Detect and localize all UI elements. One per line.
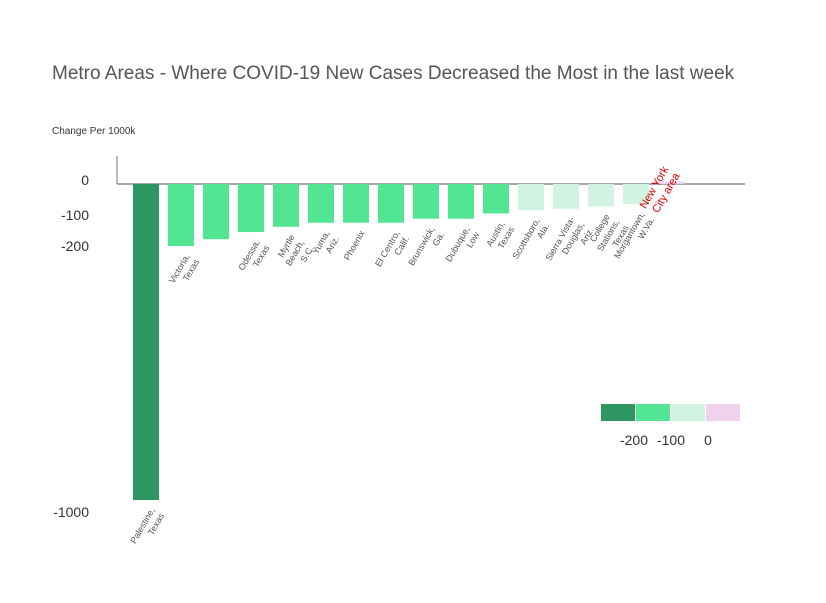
- legend-label: -100: [657, 432, 685, 448]
- legend-swatch: [636, 404, 670, 421]
- legend-swatch: [671, 404, 705, 421]
- bar: [413, 184, 439, 219]
- y-axis-label: Change Per 1000k: [52, 126, 136, 137]
- bar: [133, 184, 159, 500]
- y-tick-label: -1000: [53, 504, 89, 520]
- bar: [623, 184, 649, 205]
- x-tick-label: Yuma,Ariz.: [310, 229, 341, 256]
- bar: [273, 184, 299, 227]
- x-tick-label: Odessa,Texas: [236, 238, 271, 272]
- bar: [308, 184, 334, 223]
- bar: [588, 184, 614, 207]
- x-tick-label: Victoria,Texas: [167, 252, 202, 285]
- bar: [483, 184, 509, 214]
- x-tick-label: Brunswick,Ga.: [406, 225, 446, 268]
- chart-title: Metro Areas - Where COVID-19 New Cases D…: [52, 63, 735, 84]
- bar: [553, 184, 579, 209]
- x-tick-label: El Centro,Calif.: [373, 229, 411, 269]
- bar: [343, 184, 369, 223]
- legend-swatch: [706, 404, 740, 421]
- y-tick-label: 0: [81, 172, 89, 188]
- x-tick-label: Austin,Texas: [484, 219, 516, 250]
- bar: [518, 184, 544, 211]
- legend-label: 0: [704, 432, 712, 448]
- y-tick-label: -100: [61, 207, 89, 223]
- bar: [658, 181, 684, 184]
- bar: [448, 184, 474, 219]
- category-label-line: Phoenix: [342, 228, 367, 262]
- bar: [168, 184, 194, 246]
- bar: [203, 184, 229, 240]
- legend-swatch: [601, 404, 635, 421]
- x-tick-label: Dubuque,Low: [444, 225, 482, 264]
- category-label-line: Brunswick,: [406, 225, 436, 268]
- y-tick-label: -200: [61, 238, 89, 254]
- category-label-line: Scottsboro,: [510, 216, 541, 260]
- legend-label: -200: [620, 432, 648, 448]
- x-tick-label: Phoenix: [342, 228, 367, 262]
- x-tick-label: Palestine,Texas: [128, 506, 166, 545]
- bar: [378, 184, 404, 223]
- bar: [238, 184, 264, 233]
- x-tick-label: Sierra Vista-Douglas,Ariz.: [543, 215, 595, 263]
